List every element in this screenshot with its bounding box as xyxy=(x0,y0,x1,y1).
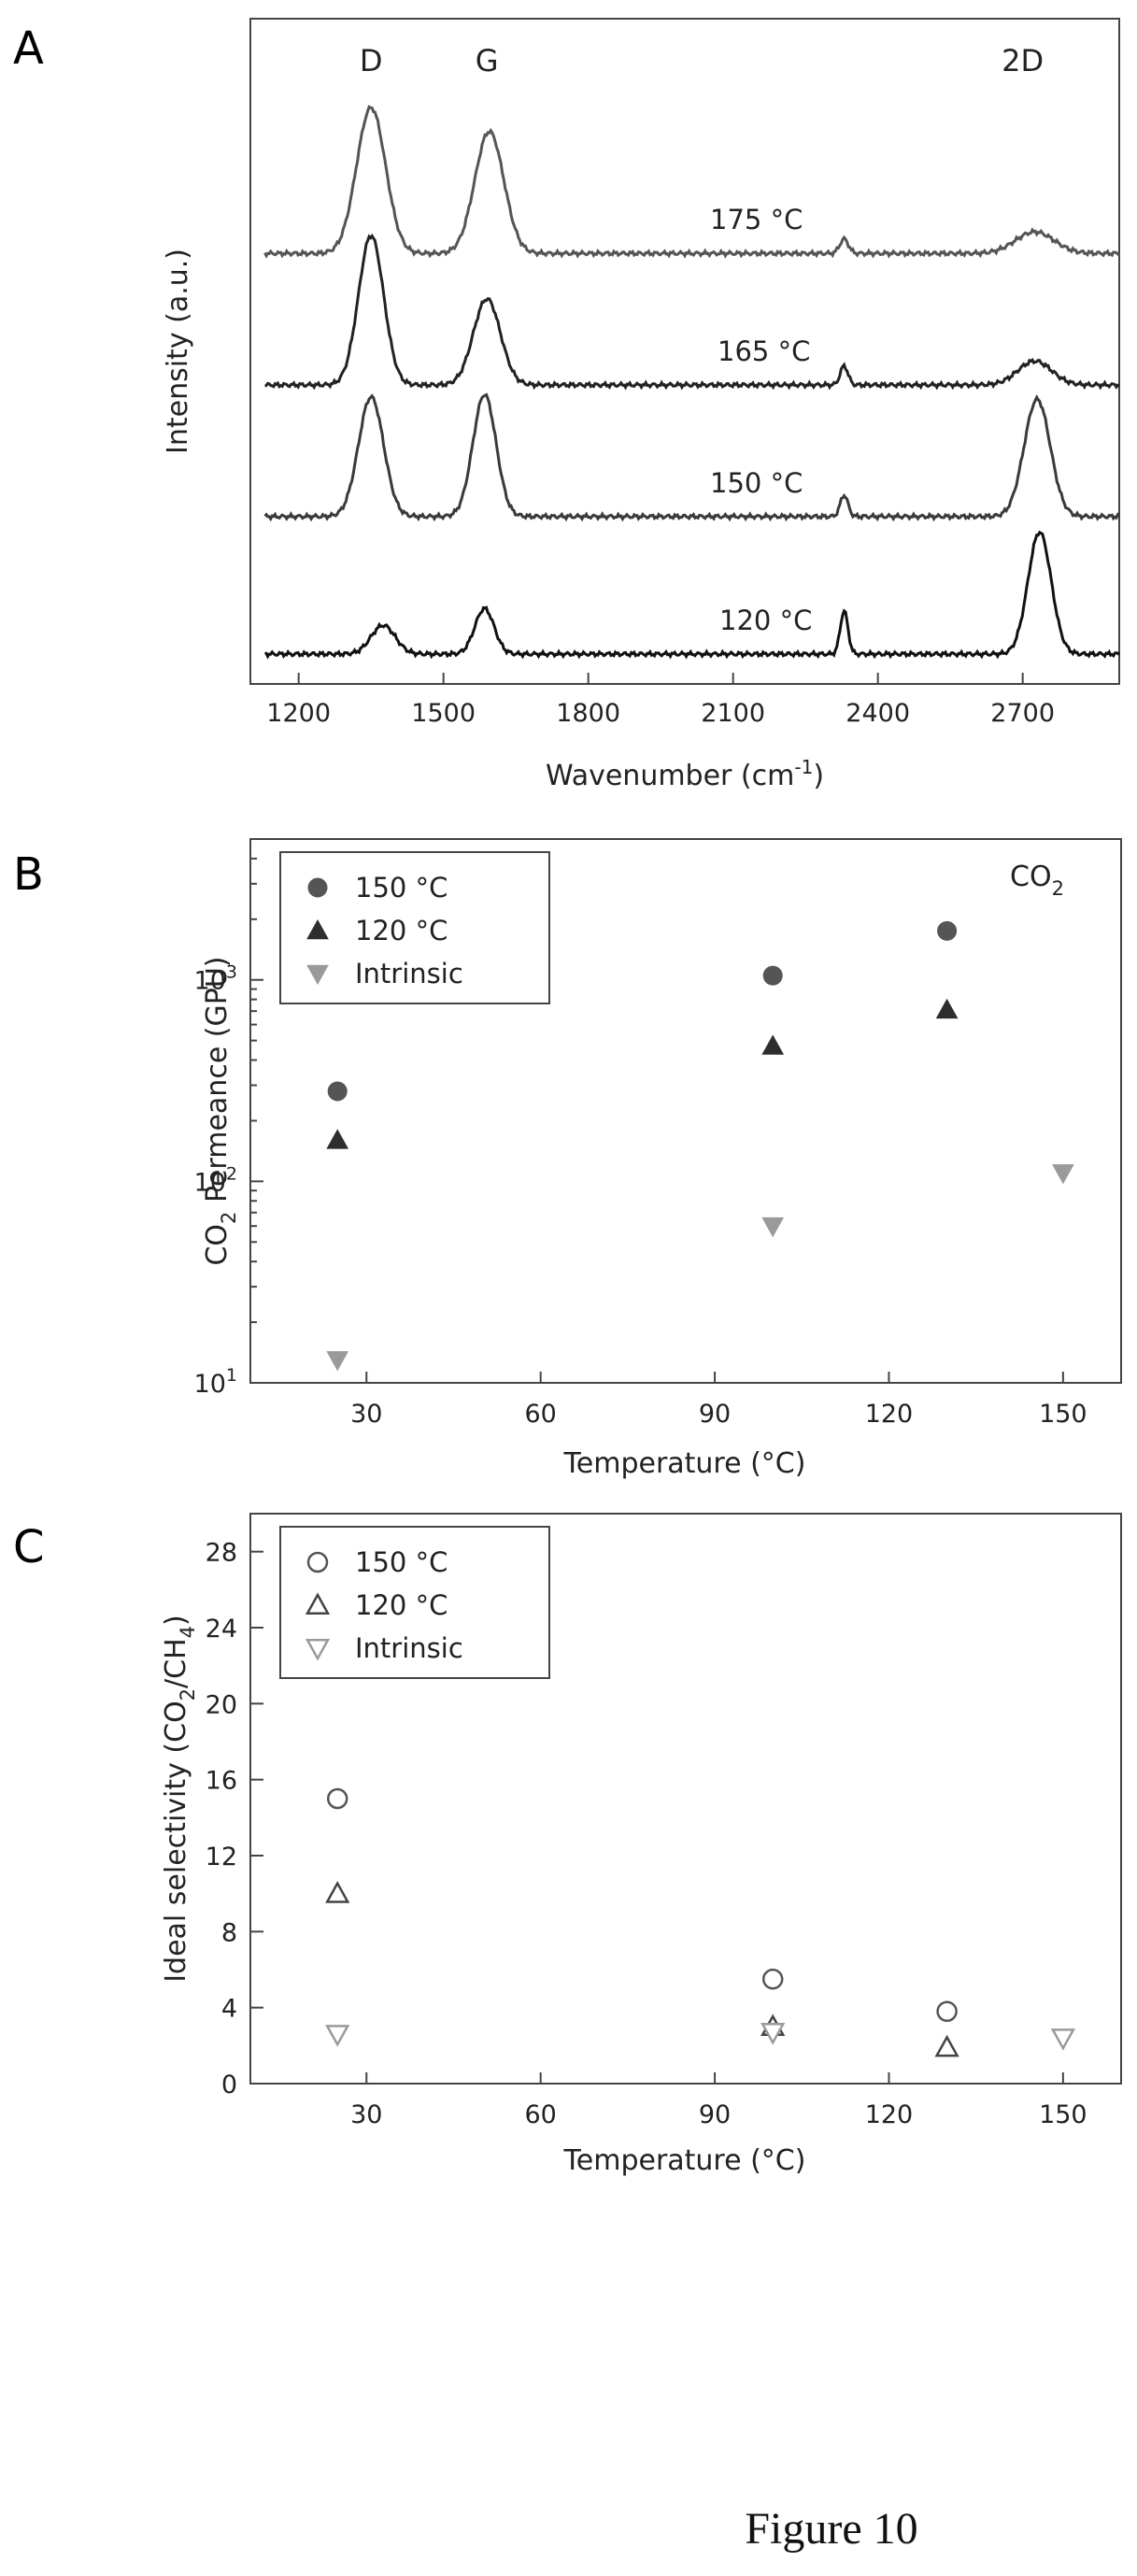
x-tick-label: 2700 xyxy=(990,699,1055,728)
legend-marker xyxy=(308,1553,327,1572)
panel-c-x-axis-title: Temperature (°C) xyxy=(563,2144,806,2177)
panel-c-legend: 150 °C 120 °C Intrinsic xyxy=(280,1527,549,1678)
panel-letter-b: B xyxy=(13,848,44,901)
legend-entry-label: Intrinsic xyxy=(355,1632,463,1664)
legend-marker xyxy=(308,878,327,897)
y-tick-label: 20 xyxy=(206,1690,237,1719)
y-tick-label: 101 xyxy=(194,1365,237,1399)
x-tick-label: 30 xyxy=(350,1400,382,1429)
legend-entry-label: 120 °C xyxy=(355,1589,448,1621)
data-point xyxy=(763,966,782,985)
x-tick-label: 60 xyxy=(524,2100,556,2129)
x-tick-label: 90 xyxy=(699,2100,731,2129)
x-tick-label: 120 xyxy=(865,2100,914,2129)
panel-b-x-axis-title: Temperature (°C) xyxy=(563,1447,806,1480)
spectrum-line xyxy=(265,533,1120,657)
panel-c: C 0 4 8 12 16 20 24 28 30 60 90 120 150 150 °C 120 °… xyxy=(13,1514,1121,2177)
panel-b: B 101102103 306090120150 150 °C120 °CInt… xyxy=(13,839,1121,1480)
peak-label: G xyxy=(476,43,499,78)
data-point xyxy=(763,1970,782,1988)
x-tick-label: 60 xyxy=(524,1400,556,1429)
data-point xyxy=(938,921,957,940)
y-tick-label: 28 xyxy=(206,1539,237,1568)
y-tick-label: 24 xyxy=(206,1615,237,1644)
y-tick-label: 4 xyxy=(221,1995,237,2024)
panel-a-peak-labels: D G 2D xyxy=(360,43,1044,78)
y-tick-label: 16 xyxy=(206,1767,237,1796)
legend-entry-label: Intrinsic xyxy=(355,958,463,989)
x-tick-label: 2400 xyxy=(846,699,910,728)
panel-c-y-axis-title: Ideal selectivity (CO2/CH4) xyxy=(160,1615,199,1983)
data-point xyxy=(327,1352,348,1371)
spectrum-line xyxy=(265,236,1120,388)
legend-entry-label: 120 °C xyxy=(355,915,448,946)
spectrum-line xyxy=(265,107,1120,255)
data-point xyxy=(327,1884,348,1902)
data-point xyxy=(327,2026,348,2044)
data-point xyxy=(1053,2029,1073,2048)
x-tick-label: 150 xyxy=(1039,1400,1087,1429)
panel-letter-c: C xyxy=(13,1521,45,1573)
y-tick-label: 0 xyxy=(221,2071,237,2099)
panel-a-y-axis-title: Intensity (a.u.) xyxy=(162,249,194,454)
legend-entry-label: 150 °C xyxy=(355,1546,448,1578)
data-point xyxy=(937,2037,958,2056)
panel-a: A 175 °C 165 °C 150 °C 120 °C D G 2D 1200 1500… xyxy=(13,19,1119,792)
panel-a-x-axis-title: Wavenumber (cm-1) xyxy=(546,756,824,792)
peak-label: D xyxy=(360,43,383,78)
x-tick-label: 120 xyxy=(865,1400,914,1429)
legend-entry-label: 150 °C xyxy=(355,872,448,904)
panel-a-traces xyxy=(265,107,1120,656)
spectrum-temperature-label: 120 °C xyxy=(719,605,812,636)
x-tick-label: 1200 xyxy=(266,699,331,728)
spectrum-line xyxy=(265,395,1120,519)
figure-caption: Figure 10 xyxy=(745,2504,917,2554)
x-tick-label: 2100 xyxy=(701,699,765,728)
data-point xyxy=(937,1000,958,1018)
data-point xyxy=(762,1217,783,1236)
panel-b-co2-annotation: CO2 xyxy=(1010,861,1064,900)
data-point xyxy=(328,1082,347,1101)
spectrum-temperature-label: 175 °C xyxy=(710,204,803,235)
panel-c-y-ticks: 0 4 8 12 16 20 24 28 xyxy=(206,1539,263,2099)
x-tick-label: 1500 xyxy=(411,699,476,728)
spectrum-temperature-label: 165 °C xyxy=(718,335,810,367)
x-tick-label: 30 xyxy=(350,2100,382,2129)
data-point xyxy=(327,1130,348,1148)
data-point xyxy=(938,2002,957,2021)
y-tick-label: 8 xyxy=(221,1918,237,1947)
spectrum-temperature-label: 150 °C xyxy=(710,467,803,499)
panel-letter-a: A xyxy=(13,22,44,75)
x-tick-label: 1800 xyxy=(556,699,620,728)
panel-b-y-axis-title: CO2 Permeance (GPU) xyxy=(201,956,240,1265)
panel-b-x-ticks: 30 60 90 120 150 xyxy=(350,1372,1087,1429)
panel-b-legend: 150 °C 120 °C Intrinsic xyxy=(280,852,549,1003)
panel-a-x-ticks: 1200 1500 1800 2100 2400 2700 xyxy=(266,673,1055,728)
data-point xyxy=(328,1789,347,1808)
peak-label: 2D xyxy=(1002,43,1044,78)
data-point xyxy=(762,1035,783,1054)
x-tick-label: 90 xyxy=(699,1400,731,1429)
panel-a-trace-labels: 175 °C 165 °C 150 °C 120 °C xyxy=(710,204,812,636)
panel-c-points xyxy=(327,1789,1073,2056)
x-tick-label: 150 xyxy=(1039,2100,1087,2129)
data-point xyxy=(1053,1165,1073,1184)
panel-a-plot-frame xyxy=(250,19,1119,684)
y-tick-label: 12 xyxy=(206,1843,237,1872)
panel-c-x-ticks: 30 60 90 120 150 xyxy=(350,2072,1087,2129)
